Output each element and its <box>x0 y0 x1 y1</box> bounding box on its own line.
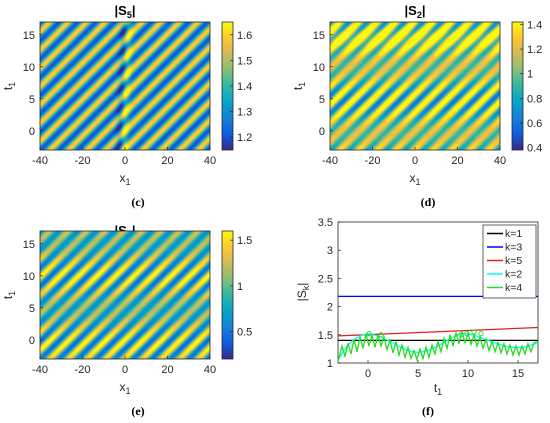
legend-label: k=4 <box>505 282 522 294</box>
x-tick-label: 0 <box>412 155 418 167</box>
colorbar-tick-label: 1.5 <box>237 235 252 247</box>
x-tick-label: 10 <box>462 368 474 380</box>
legend-label: k=2 <box>505 269 522 281</box>
series-line-k=4 <box>337 331 539 363</box>
y-tick-label: 15 <box>23 30 35 42</box>
heatmap-s2-xlabel: x1 <box>409 171 420 187</box>
series-marker <box>478 331 484 337</box>
x-tick-label: -40 <box>32 155 48 167</box>
x-tick-label: 0 <box>365 368 371 380</box>
series-marker <box>471 329 477 335</box>
x-tick-label: 15 <box>512 368 524 380</box>
x-tick-label: 40 <box>204 364 216 376</box>
colorbar-tick-label: 1.3 <box>237 107 252 119</box>
y-tick-label: 0 <box>29 126 35 138</box>
series-marker <box>458 332 464 338</box>
colorbar-tick-label: 1.4 <box>527 19 542 31</box>
y-tick-label: 3 <box>327 245 333 257</box>
y-tick-label: 0 <box>29 335 35 347</box>
legend-label: k=5 <box>505 255 522 267</box>
legend-box <box>482 224 537 299</box>
x-tick-label: 0 <box>122 155 128 167</box>
colorbar-tick-label: 1.4 <box>237 81 252 93</box>
legend-label: k=1 <box>505 228 522 240</box>
series-marker <box>464 331 470 337</box>
caption-e: (e) <box>131 404 144 418</box>
y-tick-label: 15 <box>23 239 35 251</box>
x-tick-label: 0 <box>122 364 128 376</box>
x-tick-label: 20 <box>161 155 173 167</box>
y-tick-label: 2 <box>327 302 333 314</box>
colorbar-tick-label: 0.8 <box>527 93 542 105</box>
heatmap-s2-title: |S2| <box>405 3 426 20</box>
x-tick-label: 20 <box>451 155 463 167</box>
x-tick-label: -40 <box>32 364 48 376</box>
heatmap-s4-image <box>40 231 210 359</box>
caption-f: (f) <box>422 404 434 418</box>
heatmap-s5-xlabel: x1 <box>119 171 130 187</box>
heatmap-s2-image <box>330 22 500 150</box>
heatmap-s2-panel: |S2| -40 -20 0 20 40 0 5 10 15 x1 t1 0.4 0.6 0.8 1 1… <box>291 3 542 209</box>
colorbar-tick-label: 0.5 <box>237 327 252 339</box>
series-marker <box>378 332 384 338</box>
y-tick-label: 1 <box>327 358 333 370</box>
x-tick-label: 20 <box>161 364 173 376</box>
colorbar-tick-label: 1.6 <box>237 30 252 42</box>
heatmap-s5-image <box>40 22 210 150</box>
y-tick-label: 5 <box>319 94 325 106</box>
heatmap-s2-colorbar <box>511 21 524 151</box>
y-tick-label: 10 <box>23 62 35 74</box>
y-tick-label: 2.5 <box>318 273 333 285</box>
heatmap-s4-ylabel: t1 <box>1 291 17 299</box>
colorbar-tick-label: 1.2 <box>527 44 542 56</box>
caption-c: (c) <box>131 195 144 209</box>
x-tick-label: 40 <box>204 155 216 167</box>
colorbar-tick-label: 0.4 <box>527 143 542 155</box>
heatmap-s5-ylabel: t1 <box>1 82 17 90</box>
colorbar-tick-label: 1.2 <box>237 132 252 144</box>
y-tick-label: 10 <box>23 271 35 283</box>
y-tick-label: 0 <box>319 126 325 138</box>
line-sk-legend: k=1 k=3k=5 k=2k=4 <box>482 224 537 299</box>
colorbar-tick-label: 1 <box>527 69 533 81</box>
y-tick-label: 15 <box>313 30 325 42</box>
x-tick-label: -20 <box>75 364 91 376</box>
line-sk-xlabel: t1 <box>434 381 442 397</box>
colorbar-tick-label: 0.6 <box>527 118 542 130</box>
heatmap-s5-title: |S5| <box>115 3 136 20</box>
x-tick-label: -40 <box>322 155 338 167</box>
y-tick-label: 1.5 <box>318 330 333 342</box>
x-tick-label: -20 <box>75 155 91 167</box>
line-sk-panel: 0 5 10 15 1 1.5 2 2.5 3 3.5 k=1 k=3k=5 k=2k=4 t1 |S… <box>295 217 539 418</box>
series-marker <box>366 331 372 337</box>
line-sk-ylabel: |Sk| <box>295 283 311 302</box>
x-tick-label: 40 <box>494 155 506 167</box>
heatmap-s5-panel: |S5| -40 -20 0 20 40 0 5 10 15 x1 t1 1.2 1.3 1.4 1.… <box>1 3 252 209</box>
colorbar-tick-label: 1 <box>237 281 243 293</box>
legend-label: k=3 <box>505 242 522 254</box>
y-tick-label: 10 <box>313 62 325 74</box>
x-tick-label: -20 <box>365 155 381 167</box>
x-tick-label: 5 <box>415 368 421 380</box>
y-tick-label: 5 <box>29 94 35 106</box>
heatmap-s2-ylabel: t1 <box>291 82 307 90</box>
y-tick-label: 5 <box>29 303 35 315</box>
heatmap-s4-colorbar <box>221 230 234 360</box>
caption-d: (d) <box>421 195 436 209</box>
y-tick-label: 3.5 <box>318 217 333 229</box>
colorbar-tick-label: 1.5 <box>237 55 252 67</box>
heatmap-s4-xlabel: x1 <box>119 380 130 396</box>
